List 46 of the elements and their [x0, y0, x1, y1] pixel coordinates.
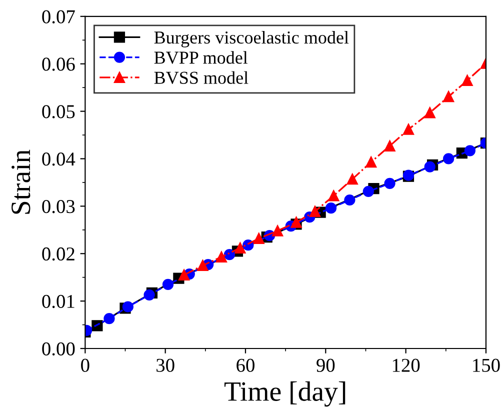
y-tick-label: 0.07 — [42, 10, 75, 24]
point — [344, 194, 356, 206]
point — [309, 206, 321, 217]
point — [178, 269, 190, 281]
point — [272, 225, 284, 236]
y-tick-label: 0.00 — [42, 342, 75, 356]
point — [104, 313, 115, 324]
x-tick-label: 90 — [316, 358, 335, 372]
y-tick-label: 0.02 — [42, 247, 74, 261]
point — [443, 91, 454, 102]
point — [384, 178, 396, 189]
y-tick-label: 0.03 — [42, 200, 75, 214]
y-tick-label: 0.05 — [42, 105, 75, 118]
legend-label: BVPP model — [154, 51, 248, 64]
x-axis-title: Time [day] — [224, 381, 346, 407]
point — [366, 156, 377, 168]
point — [462, 74, 473, 86]
point — [325, 202, 337, 214]
point — [224, 249, 236, 260]
y-tick-label: 0.01 — [42, 294, 74, 308]
point — [384, 140, 396, 152]
point — [328, 190, 340, 202]
y-tick-label: 0.06 — [42, 58, 75, 71]
point — [362, 186, 374, 198]
point — [122, 301, 134, 312]
point — [424, 161, 436, 172]
point — [197, 260, 208, 272]
x-tick-label: 60 — [236, 358, 254, 372]
point — [216, 251, 227, 262]
y-axis-title: Strain — [12, 150, 30, 214]
point — [346, 174, 358, 185]
point — [253, 232, 264, 244]
x-tick-label: 120 — [392, 358, 420, 372]
point — [162, 278, 174, 290]
point — [144, 289, 155, 300]
point — [443, 153, 454, 164]
y-tick-label: 0.04 — [42, 152, 76, 166]
x-tick-label: 30 — [156, 358, 174, 372]
x-tick-label: 150 — [473, 358, 500, 372]
point — [402, 124, 414, 135]
point — [424, 107, 436, 118]
legend-label: Burgers viscoelastic model — [154, 30, 349, 48]
legend-label: BVSS model — [154, 71, 248, 84]
point — [234, 242, 246, 254]
x-tick-label: 0 — [81, 358, 90, 372]
point — [464, 145, 476, 156]
